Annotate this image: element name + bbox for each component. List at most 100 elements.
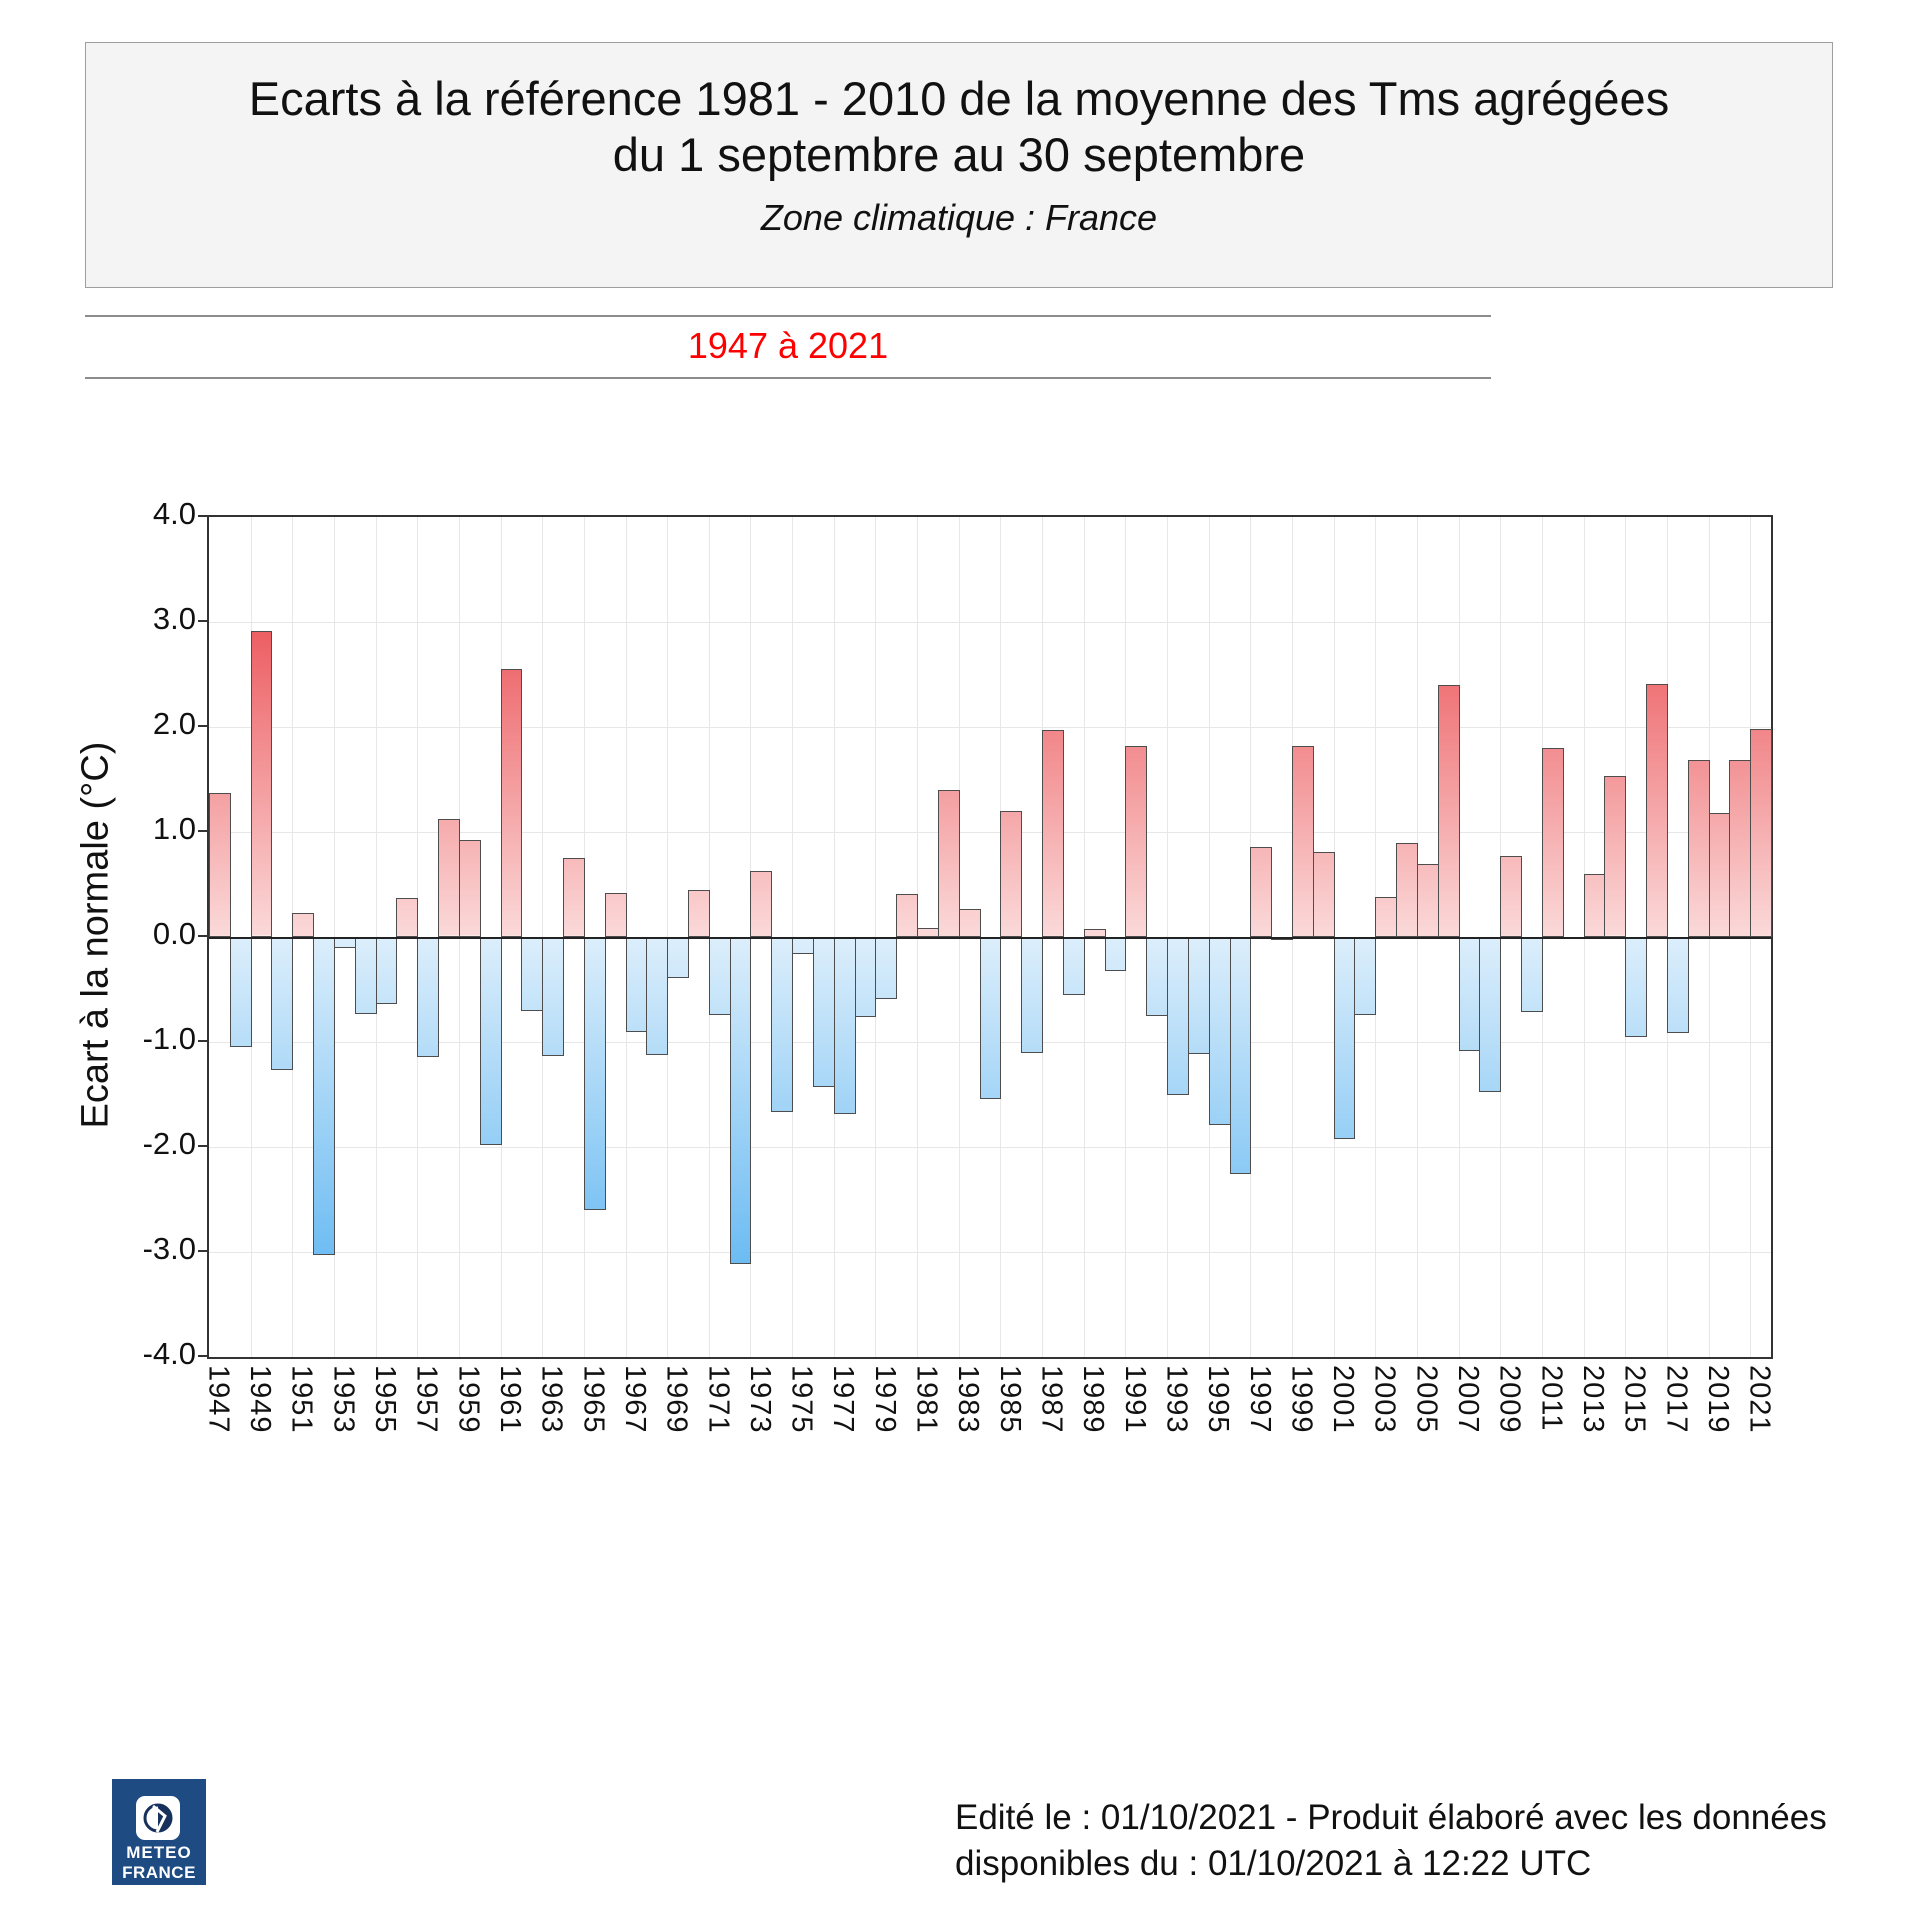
- bar-1991: [1125, 745, 1148, 937]
- bar-1947: [209, 793, 231, 937]
- bar-1952: [313, 937, 335, 1256]
- header-box: Ecarts à la référence 1981 - 2010 de la …: [85, 42, 1833, 288]
- meteo-france-emblem-icon: [136, 1796, 180, 1840]
- bar-1983: [958, 908, 981, 937]
- bar-1965: [583, 937, 606, 1210]
- bar-2019: [1708, 813, 1731, 937]
- bar-1978: [854, 937, 877, 1017]
- y-tick-label-2.0: 2.0: [152, 706, 196, 741]
- bar-1990: [1104, 937, 1127, 971]
- x-tick-label-1981: 1981: [910, 1365, 943, 1434]
- horizontal-gridline: [209, 727, 1771, 728]
- bar-1982: [937, 790, 960, 937]
- bar-1958: [438, 819, 460, 937]
- bar-1987: [1042, 730, 1064, 937]
- horizontal-gridline: [209, 832, 1771, 833]
- bar-2004: [1396, 842, 1418, 937]
- horizontal-gridline: [209, 622, 1771, 623]
- x-tick-label-2019: 2019: [1701, 1365, 1734, 1434]
- edition-info: Edité le : 01/10/2021 - Produit élaboré …: [955, 1795, 1827, 1887]
- bar-1994: [1187, 937, 1210, 1054]
- bar-1984: [979, 937, 1002, 1099]
- bar-1981: [917, 927, 939, 937]
- x-tick-label-1955: 1955: [369, 1365, 402, 1434]
- bar-2005: [1416, 863, 1439, 937]
- x-tick-label-1973: 1973: [743, 1365, 776, 1434]
- bar-1948: [229, 937, 252, 1048]
- y-tick-mark: [198, 515, 207, 517]
- bar-2015: [1625, 937, 1648, 1037]
- bar-1996: [1229, 937, 1252, 1175]
- bar-2006: [1437, 685, 1460, 937]
- bar-1959: [458, 840, 481, 937]
- bar-1985: [1000, 811, 1023, 937]
- y-tick-label--1.0: -1.0: [142, 1021, 196, 1056]
- sun-moon-icon: [143, 1803, 173, 1833]
- bar-1979: [875, 937, 898, 999]
- bar-2020: [1729, 759, 1752, 937]
- bar-1957: [417, 937, 440, 1057]
- x-tick-label-1953: 1953: [327, 1365, 360, 1434]
- bar-2016: [1646, 683, 1668, 937]
- y-axis-title: Ecart à la normale (°C): [74, 741, 117, 1129]
- bar-1961: [500, 669, 523, 937]
- x-tick-label-1991: 1991: [1118, 1365, 1151, 1434]
- bar-1973: [750, 870, 773, 937]
- x-tick-label-1951: 1951: [285, 1365, 318, 1434]
- zone-subtitle: Zone climatique : France: [760, 197, 1158, 238]
- bar-2007: [1458, 937, 1481, 1052]
- edition-info-line2: disponibles du : 01/10/2021 à 12:22 UTC: [955, 1844, 1592, 1883]
- zero-axis-line: [209, 937, 1771, 939]
- horizontal-gridline: [209, 1147, 1771, 1148]
- x-tick-label-1957: 1957: [410, 1365, 443, 1434]
- x-tick-label-2007: 2007: [1452, 1365, 1484, 1434]
- y-tick-mark: [198, 1145, 207, 1147]
- x-tick-label-1995: 1995: [1202, 1365, 1235, 1434]
- x-tick-label-1959: 1959: [452, 1365, 485, 1434]
- bar-1970: [688, 889, 710, 937]
- x-tick-label-2001: 2001: [1327, 1365, 1360, 1434]
- meteo-france-logo: METEO FRANCE: [112, 1779, 206, 1885]
- x-tick-label-1999: 1999: [1285, 1365, 1318, 1434]
- x-tick-label-1993: 1993: [1160, 1365, 1193, 1434]
- bar-1949: [250, 631, 273, 937]
- bar-1969: [667, 937, 690, 978]
- bar-1997: [1250, 846, 1273, 937]
- x-tick-label-1983: 1983: [952, 1365, 985, 1434]
- bar-1972: [729, 937, 752, 1264]
- bar-1962: [521, 937, 544, 1011]
- x-tick-label-1987: 1987: [1035, 1365, 1068, 1434]
- y-tick-mark: [198, 1040, 207, 1042]
- bar-2009: [1500, 856, 1523, 937]
- y-tick-label--4.0: -4.0: [142, 1336, 196, 1371]
- bar-1989: [1083, 928, 1106, 937]
- bar-1951: [292, 912, 315, 937]
- bar-1976: [812, 937, 835, 1088]
- y-tick-label-4.0: 4.0: [152, 496, 196, 531]
- bar-1993: [1167, 937, 1189, 1095]
- x-tick-label-1977: 1977: [827, 1365, 860, 1434]
- bar-2014: [1604, 776, 1627, 937]
- bar-1956: [396, 898, 419, 937]
- page-title-line1: Ecarts à la référence 1981 - 2010 de la …: [248, 72, 1670, 125]
- x-tick-label-2003: 2003: [1368, 1365, 1401, 1434]
- bar-2013: [1583, 874, 1606, 937]
- x-tick-label-2011: 2011: [1535, 1365, 1568, 1432]
- x-tick-label-1963: 1963: [535, 1365, 568, 1434]
- edition-info-line1: Edité le : 01/10/2021 - Produit élaboré …: [955, 1798, 1827, 1837]
- bar-1967: [625, 937, 648, 1032]
- bar-2021: [1750, 729, 1772, 937]
- y-tick-label--3.0: -3.0: [142, 1231, 196, 1266]
- y-tick-label-3.0: 3.0: [152, 601, 196, 636]
- bar-1977: [833, 937, 856, 1115]
- bar-2002: [1354, 937, 1377, 1015]
- x-tick-label-2005: 2005: [1410, 1365, 1443, 1434]
- separator-line-top: [85, 315, 1491, 317]
- x-tick-label-2021: 2021: [1743, 1365, 1776, 1434]
- bar-1960: [479, 937, 502, 1145]
- bar-1964: [563, 858, 585, 937]
- x-tick-label-1971: 1971: [702, 1365, 735, 1434]
- logo-text-meteo: METEO: [126, 1843, 192, 1862]
- separator-line-bottom: [85, 377, 1491, 379]
